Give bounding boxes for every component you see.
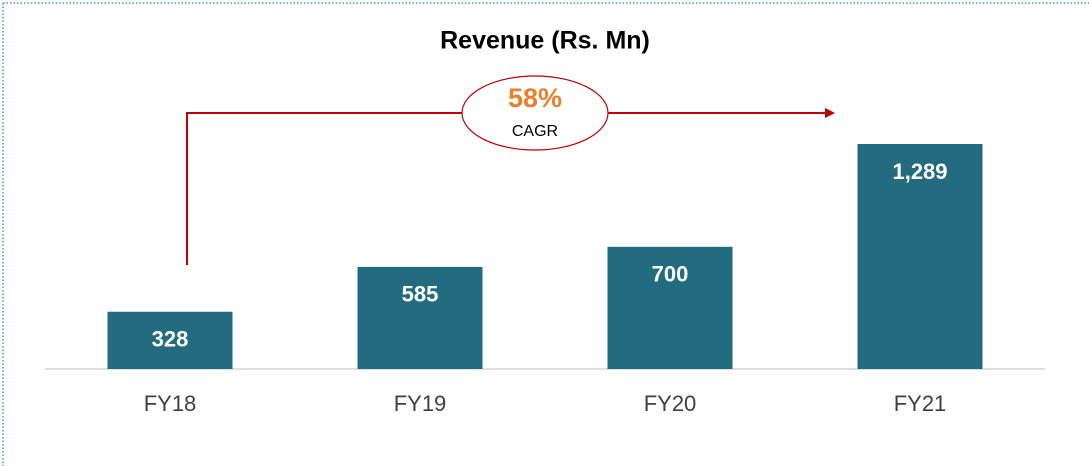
- cagr-bubble: [461, 75, 609, 151]
- cagr-arrow: [186, 108, 835, 265]
- bar: [107, 311, 233, 369]
- value-label: 585: [402, 282, 439, 307]
- cagr-label: CAGR: [512, 123, 558, 140]
- x-tick-label: FY19: [394, 391, 447, 416]
- bar: [607, 246, 733, 369]
- x-tick-label: FY21: [894, 391, 947, 416]
- x-tick-label: FY20: [644, 391, 697, 416]
- bar: [357, 266, 483, 369]
- cagr-value: 58%: [508, 83, 562, 113]
- bar: [857, 144, 983, 369]
- value-label: 1,289: [892, 159, 947, 184]
- chart-title: Revenue (Rs. Mn): [440, 27, 650, 55]
- value-label: 700: [652, 262, 689, 287]
- value-label: 328: [152, 327, 189, 352]
- x-tick-label: FY18: [144, 391, 197, 416]
